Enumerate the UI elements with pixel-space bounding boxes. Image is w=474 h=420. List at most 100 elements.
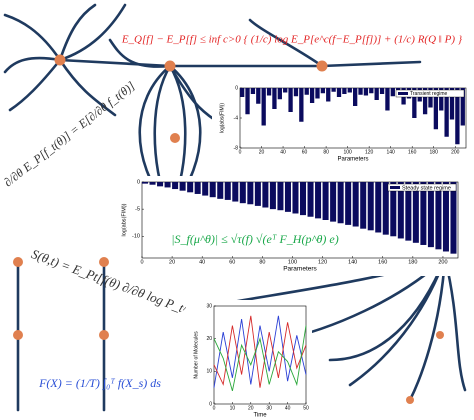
bar — [164, 182, 171, 188]
bar — [245, 88, 250, 115]
bar — [397, 182, 404, 239]
x-tick-label: 60 — [302, 149, 308, 155]
bar — [412, 88, 417, 118]
x-tick-label: 120 — [365, 149, 374, 155]
y-tick-label: 30 — [206, 303, 212, 309]
bar — [375, 182, 382, 233]
bar — [194, 182, 201, 194]
bar — [345, 182, 352, 225]
y-axis-label: Number of Molecules — [193, 331, 199, 379]
bar — [292, 182, 299, 214]
x-tick-label: 180 — [408, 259, 417, 265]
x-tick-label: 140 — [348, 259, 357, 265]
bar — [277, 88, 282, 100]
bar — [315, 182, 322, 219]
x-tick-label: 30 — [266, 405, 272, 411]
legend-box — [395, 89, 465, 98]
bar — [307, 182, 314, 217]
bar — [390, 88, 395, 97]
x-tick-label: 160 — [378, 259, 387, 265]
x-tick-label: 60 — [229, 259, 235, 265]
bar — [347, 88, 352, 93]
x-tick-label: 200 — [438, 259, 447, 265]
bar — [342, 88, 347, 94]
bar — [266, 88, 272, 96]
bar — [367, 182, 374, 231]
x-tick-label: 20 — [248, 405, 254, 411]
bar — [422, 88, 428, 115]
y-axis-label: log(abs(FIM)) — [121, 203, 127, 236]
bar — [256, 88, 261, 104]
bar — [353, 88, 358, 106]
x-tick-label: 180 — [430, 149, 439, 155]
formula: E_Q[f] − E_P[f] ≤ inf c>0 { (1/c) log E_… — [121, 34, 463, 46]
y-tick-label: 10 — [206, 369, 212, 375]
x-tick-label: 140 — [386, 149, 395, 155]
bar — [360, 182, 367, 229]
y-tick-label: -5 — [135, 207, 140, 213]
formula: F(X) = (1/T) ∫₀ᵀ f(X_s) ds — [38, 376, 161, 390]
y-tick-label: -8 — [234, 145, 239, 151]
line — [213, 325, 307, 392]
bar — [172, 182, 179, 190]
bar — [358, 88, 363, 95]
x-tick-label: 0 — [239, 149, 242, 155]
bar — [283, 88, 288, 93]
y-axis-label: log(abs(FIM)) — [219, 103, 225, 133]
x-tick-label: 10 — [230, 405, 236, 411]
bar — [444, 88, 449, 137]
x-tick-label: 20 — [259, 149, 265, 155]
bar — [293, 88, 299, 97]
bar — [202, 182, 209, 196]
bar — [320, 88, 326, 94]
x-tick-label: 20 — [169, 259, 175, 265]
x-tick-label: 200 — [451, 149, 460, 155]
bar — [382, 182, 389, 235]
bar — [149, 182, 156, 185]
y-tick-label: 0 — [235, 85, 238, 91]
bar — [309, 88, 315, 103]
bar — [239, 182, 246, 204]
bar — [442, 182, 449, 252]
x-tick-label: 0 — [140, 259, 143, 265]
x-axis-label: Parameters — [337, 157, 368, 163]
bar — [240, 88, 245, 97]
legend-box — [387, 183, 457, 192]
bar — [142, 182, 149, 184]
y-tick-label: 0 — [137, 179, 140, 185]
plot-frame — [213, 305, 307, 405]
legend-label: Transient regime — [410, 91, 448, 97]
bar — [390, 182, 397, 237]
x-tick-label: 40 — [199, 259, 205, 265]
formula: |S_f(μ^θ)| ≤ √τ(f) √(eᵀ F_H(p^θ) e) — [171, 232, 339, 246]
bar — [187, 182, 194, 193]
x-tick-label: 80 — [259, 259, 265, 265]
bar — [439, 88, 444, 111]
bar — [433, 88, 439, 130]
bar — [254, 182, 261, 206]
bar — [331, 88, 336, 92]
line — [213, 315, 307, 388]
bar — [337, 182, 344, 224]
bar — [300, 182, 307, 216]
bar — [330, 182, 337, 222]
bar — [179, 182, 186, 191]
legend-swatch — [390, 186, 400, 189]
bar — [427, 182, 434, 248]
bar — [261, 88, 266, 126]
legend-label: Steady state regime — [402, 185, 451, 191]
bar — [412, 182, 419, 243]
x-axis-label: Time — [253, 413, 267, 419]
bar — [352, 182, 359, 227]
bar — [224, 182, 231, 200]
bar — [277, 182, 284, 211]
bar — [269, 182, 276, 210]
x-tick-label: 120 — [318, 259, 327, 265]
x-axis-label: Parameters — [283, 266, 317, 273]
bar — [209, 182, 216, 198]
x-tick-label: 0 — [213, 405, 216, 411]
y-tick-label: 0 — [209, 401, 212, 407]
bar — [450, 182, 457, 254]
x-tick-label: 40 — [285, 405, 291, 411]
